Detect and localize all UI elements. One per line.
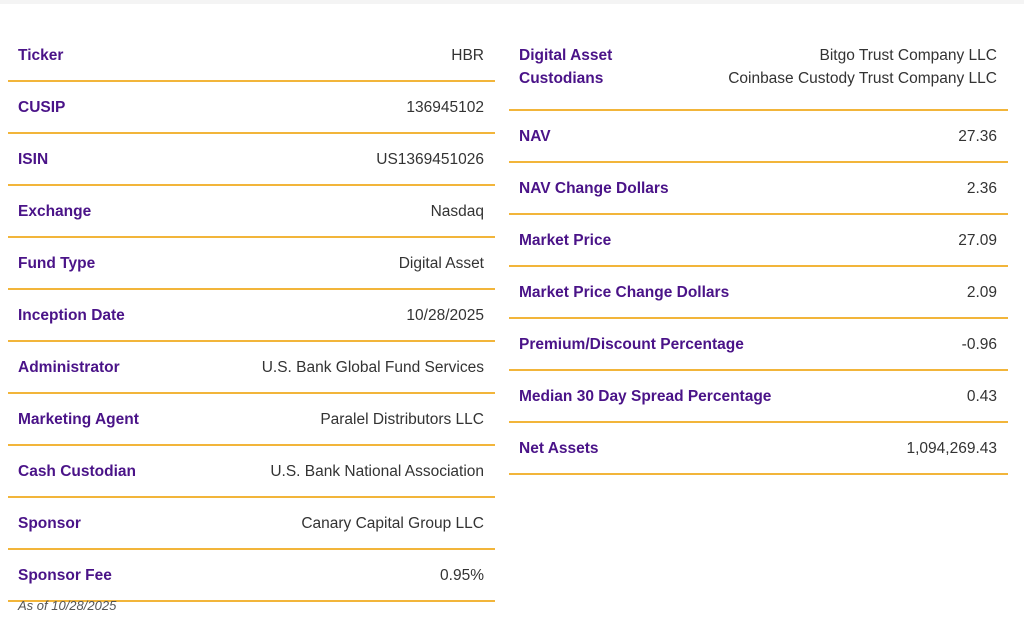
cash-custodian-value: U.S. Bank National Association (270, 462, 484, 480)
row-sponsor: Sponsor Canary Capital Group LLC (8, 498, 495, 550)
fund-type-value: Digital Asset (398, 254, 484, 272)
sponsor-fee-label: Sponsor Fee (18, 566, 112, 584)
row-fund-type: Fund Type Digital Asset (8, 238, 495, 290)
digital-asset-custodians-label: Digital Asset Custodians (509, 30, 612, 90)
sponsor-fee-value: 0.95% (440, 566, 484, 584)
administrator-label: Administrator (18, 358, 120, 376)
market-price-change-dollars-value: 2.09 (966, 283, 997, 301)
fund-type-label: Fund Type (18, 254, 96, 272)
sponsor-value: Canary Capital Group LLC (301, 514, 484, 532)
market-price-label: Market Price (519, 231, 612, 249)
market-price-change-dollars-label: Market Price Change Dollars (519, 283, 730, 301)
row-nav-change-dollars: NAV Change Dollars 2.36 (509, 163, 1008, 215)
row-exchange: Exchange Nasdaq (8, 186, 495, 238)
custodian-bitgo: Bitgo Trust Company LLC (819, 47, 997, 64)
fund-details-right-column: Digital Asset Custodians Bitgo Trust Com… (509, 30, 1008, 475)
nav-value: 27.36 (958, 127, 997, 145)
row-market-price: Market Price 27.09 (509, 215, 1008, 267)
median-30-day-spread-label: Median 30 Day Spread Percentage (519, 387, 772, 405)
nav-change-dollars-label: NAV Change Dollars (519, 179, 669, 197)
net-assets-value: 1,094,269.43 (906, 439, 997, 457)
cusip-label: CUSIP (18, 98, 66, 116)
row-nav: NAV 27.36 (509, 111, 1008, 163)
exchange-label: Exchange (18, 202, 92, 220)
marketing-agent-label: Marketing Agent (18, 410, 139, 428)
ticker-value: HBR (451, 46, 484, 64)
median-30-day-spread-value: 0.43 (966, 387, 997, 405)
row-marketing-agent: Marketing Agent Paralel Distributors LLC (8, 394, 495, 446)
nav-label: NAV (519, 127, 551, 145)
nav-change-dollars-value: 2.36 (966, 179, 997, 197)
row-inception-date: Inception Date 10/28/2025 (8, 290, 495, 342)
net-assets-label: Net Assets (519, 439, 599, 457)
custodians-label-line2: Custodians (519, 70, 604, 87)
premium-discount-percentage-label: Premium/Discount Percentage (519, 335, 744, 353)
fund-details-left-column: Ticker HBR CUSIP 136945102 ISIN US136945… (8, 30, 495, 602)
digital-asset-custodians-value: Bitgo Trust Company LLC Coinbase Custody… (728, 30, 1008, 90)
row-median-30-day-spread: Median 30 Day Spread Percentage 0.43 (509, 371, 1008, 423)
row-cusip: CUSIP 136945102 (8, 82, 495, 134)
row-market-price-change-dollars: Market Price Change Dollars 2.09 (509, 267, 1008, 319)
row-sponsor-fee: Sponsor Fee 0.95% (8, 550, 495, 602)
row-net-assets: Net Assets 1,094,269.43 (509, 423, 1008, 475)
as-of-date-note: As of 10/28/2025 (18, 598, 117, 613)
premium-discount-percentage-value: -0.96 (961, 335, 997, 353)
row-ticker: Ticker HBR (8, 30, 495, 82)
cusip-value: 136945102 (406, 98, 484, 116)
row-premium-discount-percentage: Premium/Discount Percentage -0.96 (509, 319, 1008, 371)
row-isin: ISIN US1369451026 (8, 134, 495, 186)
exchange-value: Nasdaq (430, 202, 484, 220)
row-cash-custodian: Cash Custodian U.S. Bank National Associ… (8, 446, 495, 498)
isin-value: US1369451026 (376, 150, 484, 168)
inception-date-value: 10/28/2025 (406, 306, 484, 324)
inception-date-label: Inception Date (18, 306, 125, 324)
row-administrator: Administrator U.S. Bank Global Fund Serv… (8, 342, 495, 394)
row-digital-asset-custodians: Digital Asset Custodians Bitgo Trust Com… (509, 30, 1008, 111)
custodians-label-line1: Digital Asset (519, 47, 613, 64)
top-bar (0, 0, 1024, 4)
ticker-label: Ticker (18, 46, 64, 64)
custodian-coinbase: Coinbase Custody Trust Company LLC (728, 70, 997, 87)
marketing-agent-value: Paralel Distributors LLC (320, 410, 484, 428)
sponsor-label: Sponsor (18, 514, 81, 532)
administrator-value: U.S. Bank Global Fund Services (261, 358, 484, 376)
cash-custodian-label: Cash Custodian (18, 462, 136, 480)
isin-label: ISIN (18, 150, 49, 168)
market-price-value: 27.09 (958, 231, 997, 249)
